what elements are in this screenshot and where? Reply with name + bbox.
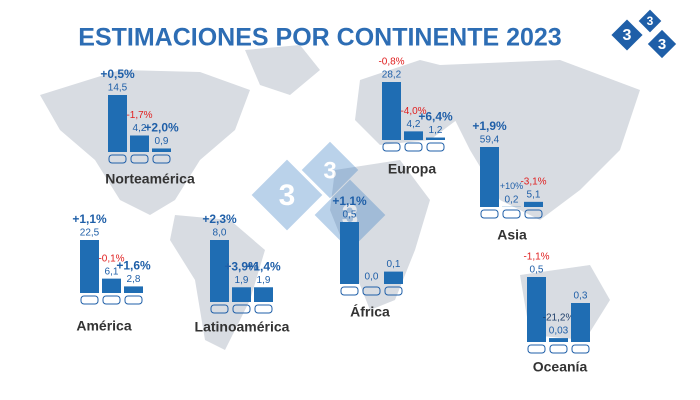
continent-label: África bbox=[350, 304, 390, 320]
bar bbox=[152, 148, 171, 152]
bar bbox=[426, 137, 445, 140]
logo: 3 3 3 bbox=[611, 9, 677, 59]
change-label: +1,6% bbox=[116, 259, 151, 273]
bar bbox=[404, 131, 423, 140]
product-icon bbox=[426, 142, 445, 152]
product-icon bbox=[384, 286, 403, 296]
value-label: 5,1 bbox=[527, 189, 541, 200]
product-icon bbox=[80, 295, 99, 305]
bar bbox=[232, 287, 251, 302]
product-icon bbox=[152, 154, 171, 164]
change-label: -0,1% bbox=[98, 253, 124, 264]
change-label: -4,0% bbox=[400, 106, 426, 117]
product-icon bbox=[102, 295, 121, 305]
value-label: 4,2 bbox=[407, 119, 421, 130]
value-label: 0,9 bbox=[155, 136, 169, 147]
product-icon bbox=[549, 344, 568, 354]
product-icon bbox=[502, 209, 521, 219]
value-label: 0,2 bbox=[505, 194, 519, 205]
change-label: -1,1% bbox=[523, 252, 549, 263]
value-label: 0,5 bbox=[530, 265, 544, 276]
value-label: 1,9 bbox=[235, 275, 249, 286]
product-icon bbox=[524, 209, 543, 219]
continent-label: Norteamérica bbox=[105, 171, 195, 187]
bar bbox=[102, 278, 121, 293]
change-label: +6,4% bbox=[418, 110, 453, 124]
product-icon bbox=[527, 344, 546, 354]
value-label: 28,2 bbox=[382, 70, 402, 81]
bar bbox=[124, 286, 143, 293]
product-icon bbox=[571, 344, 590, 354]
product-icon bbox=[124, 295, 143, 305]
bar bbox=[254, 287, 273, 302]
bar bbox=[527, 277, 546, 342]
bar bbox=[382, 82, 401, 140]
change-label: +10% bbox=[500, 181, 523, 191]
change-label: +1,1% bbox=[72, 212, 107, 226]
product-icon bbox=[254, 304, 273, 314]
product-icon bbox=[130, 154, 149, 164]
continent-label: Oceanía bbox=[533, 359, 588, 375]
change-label: -21,2% bbox=[543, 313, 575, 324]
continent-label: Europa bbox=[388, 161, 436, 177]
continent-label: América bbox=[76, 318, 131, 334]
product-icon bbox=[210, 304, 229, 314]
value-label: 59,4 bbox=[480, 135, 500, 146]
product-icon bbox=[404, 142, 423, 152]
value-label: 4,2 bbox=[133, 123, 147, 134]
bar bbox=[480, 147, 499, 207]
change-label: +2,3% bbox=[202, 212, 237, 226]
change-label: +0,5% bbox=[100, 67, 135, 81]
value-label: 1,2 bbox=[429, 125, 443, 136]
product-icon bbox=[232, 304, 251, 314]
product-icon bbox=[480, 209, 499, 219]
value-label: 0,0 bbox=[365, 272, 379, 283]
change-label: +1,4% bbox=[246, 259, 281, 273]
product-icon bbox=[362, 286, 381, 296]
bar bbox=[108, 95, 127, 152]
bar bbox=[524, 201, 543, 207]
bar bbox=[80, 240, 99, 293]
bar bbox=[549, 338, 568, 342]
change-label: -1,7% bbox=[126, 110, 152, 121]
change-label: +2,0% bbox=[144, 121, 179, 135]
change-label: +1,9% bbox=[472, 119, 507, 133]
bar bbox=[571, 303, 590, 342]
page-title: ESTIMACIONES POR CONTINENTE 2023 bbox=[78, 24, 561, 52]
value-label: 22,5 bbox=[80, 228, 100, 239]
continent-label: Asia bbox=[497, 227, 527, 243]
value-label: 1,9 bbox=[257, 275, 271, 286]
bar bbox=[340, 222, 359, 284]
product-icon bbox=[382, 142, 401, 152]
bar bbox=[210, 240, 229, 302]
continent-label: Latinoamérica bbox=[195, 319, 290, 335]
product-icon bbox=[340, 286, 359, 296]
value-label: 0,5 bbox=[343, 210, 357, 221]
value-label: 0,1 bbox=[387, 259, 401, 270]
bar bbox=[130, 135, 149, 152]
value-label: 0,3 bbox=[574, 291, 588, 302]
logo-digit: 3 bbox=[647, 14, 654, 28]
watermark-digit: 3 bbox=[279, 179, 296, 212]
logo-digit: 3 bbox=[623, 27, 632, 44]
value-label: 6,1 bbox=[105, 266, 119, 277]
value-label: 14,5 bbox=[108, 83, 128, 94]
product-icon bbox=[108, 154, 127, 164]
change-label: +3,9% bbox=[224, 259, 259, 273]
bar bbox=[384, 271, 403, 284]
value-label: 2,8 bbox=[127, 274, 141, 285]
value-label: 0,03 bbox=[549, 326, 569, 337]
value-label: 8,0 bbox=[213, 228, 227, 239]
change-label: -3,1% bbox=[520, 176, 546, 187]
logo-digit: 3 bbox=[658, 36, 666, 53]
watermark-digit: 3 bbox=[323, 157, 336, 184]
change-label: +1,1% bbox=[332, 194, 367, 208]
change-label: -0,8% bbox=[378, 57, 404, 68]
